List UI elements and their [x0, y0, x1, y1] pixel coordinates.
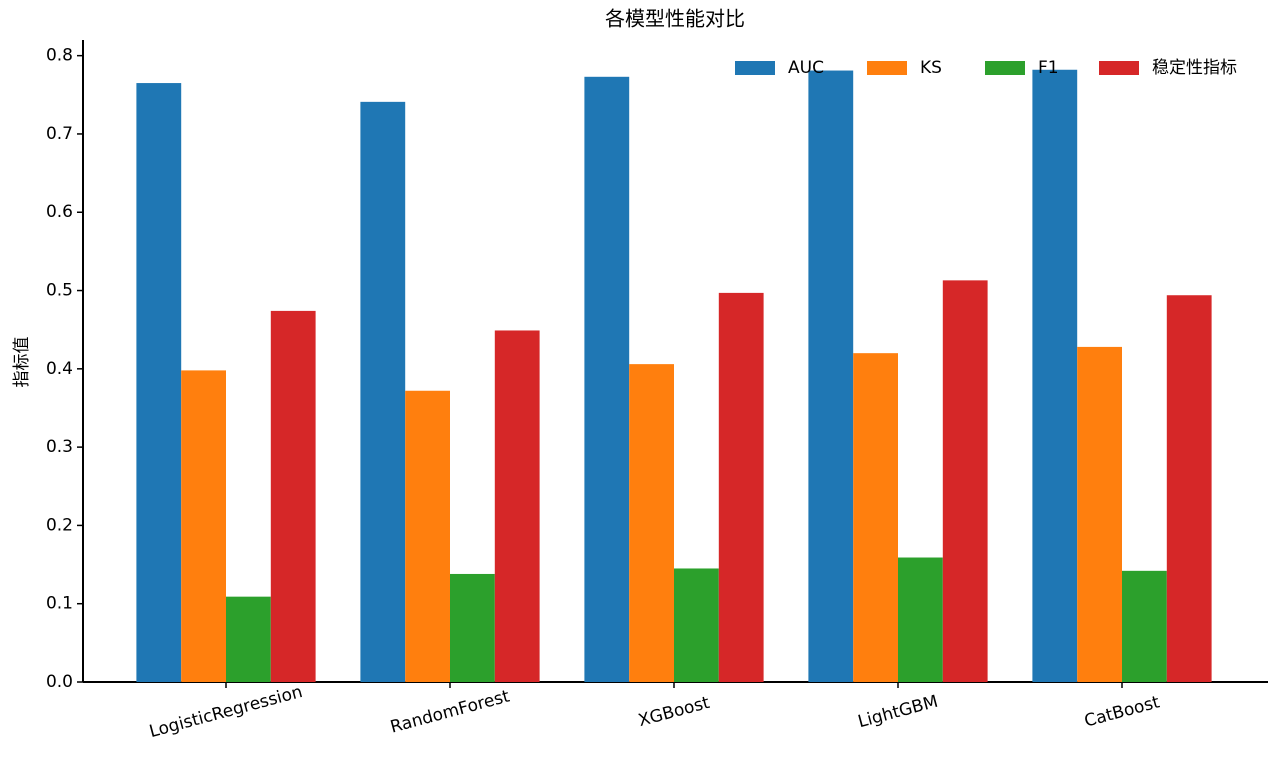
chart-title: 各模型性能对比 — [605, 7, 745, 31]
bar — [1166, 295, 1212, 682]
y-tick-label: 0.2 — [46, 515, 73, 535]
y-tick-label: 0.7 — [46, 124, 73, 144]
legend-label: AUC — [788, 58, 824, 78]
bar — [674, 568, 719, 682]
legend-label: 稳定性指标 — [1152, 58, 1237, 78]
y-axis-label: 指标值 — [12, 337, 32, 388]
bar — [584, 76, 630, 683]
legend-swatch — [735, 61, 775, 75]
bar — [226, 596, 271, 682]
x-tick-label: LightGBM — [856, 692, 940, 733]
x-tick-label: XGBoost — [636, 693, 712, 731]
y-tick-label: 0.3 — [46, 437, 73, 457]
legend-swatch — [1099, 61, 1139, 75]
legend-label: KS — [920, 58, 942, 78]
bar — [718, 292, 764, 682]
bar — [853, 353, 898, 682]
bar — [270, 310, 316, 682]
legend-swatch — [985, 61, 1025, 75]
bar — [181, 370, 226, 682]
bar — [1122, 570, 1167, 682]
bar — [494, 330, 540, 682]
bar — [898, 557, 943, 682]
bar — [629, 364, 674, 682]
bar — [942, 280, 988, 682]
bar — [450, 573, 495, 682]
x-tick-label: LogisticRegression — [147, 682, 304, 742]
y-tick-label: 0.5 — [46, 281, 73, 301]
bar — [808, 70, 854, 682]
bar — [405, 390, 450, 682]
y-tick-label: 0.4 — [46, 359, 73, 379]
bar — [1077, 346, 1122, 682]
y-tick-label: 0.1 — [46, 594, 73, 614]
y-tick-label: 0.6 — [46, 202, 73, 222]
x-tick-label: CatBoost — [1082, 692, 1162, 731]
bar — [360, 101, 406, 683]
x-tick-label: RandomForest — [388, 686, 512, 737]
y-tick-label: 0.8 — [46, 46, 73, 66]
y-tick-label: 0.0 — [46, 672, 73, 692]
bar — [1032, 69, 1078, 682]
legend-swatch — [867, 61, 907, 75]
legend-label: F1 — [1038, 58, 1059, 78]
bar — [136, 83, 182, 682]
